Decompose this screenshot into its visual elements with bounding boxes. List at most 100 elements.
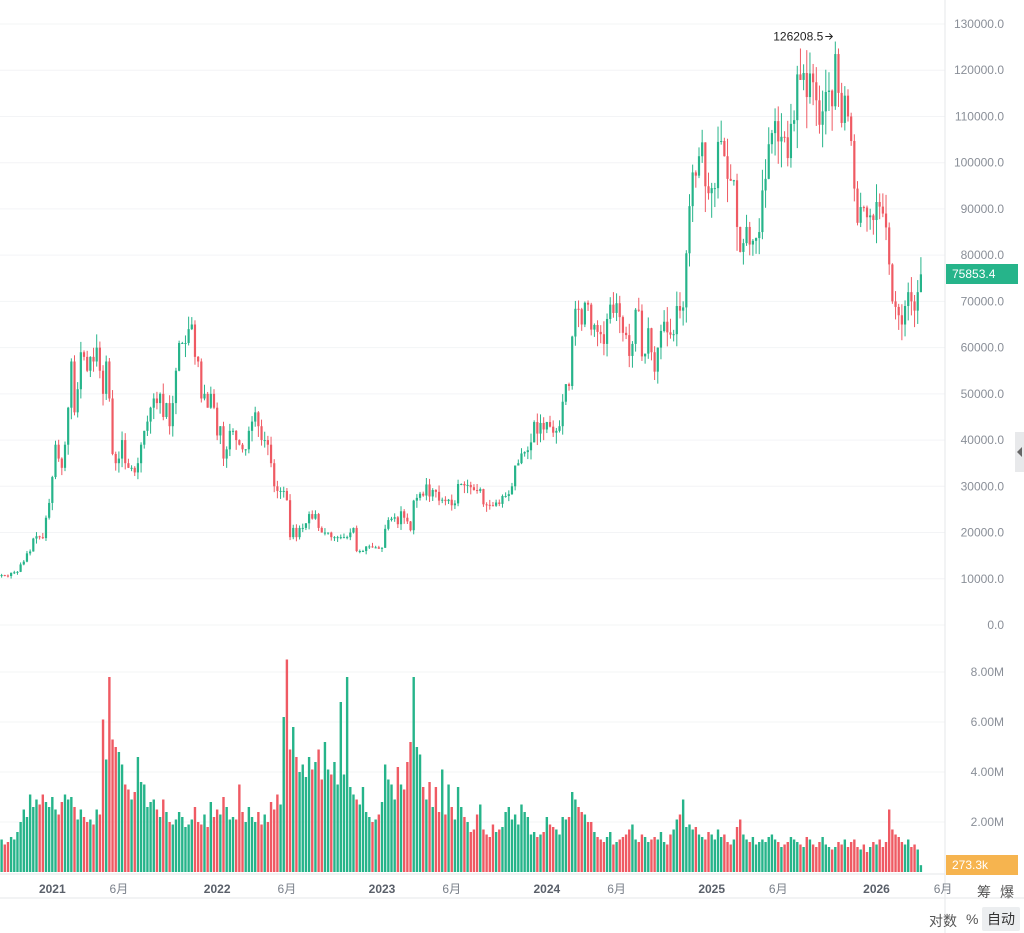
volume-bar <box>399 784 403 872</box>
candle-body <box>726 156 729 179</box>
candle-body <box>862 207 865 209</box>
candle-body <box>73 361 76 413</box>
volume-bar <box>276 794 279 872</box>
volume-bar <box>19 822 22 872</box>
candle-body <box>212 393 216 408</box>
volume-bar <box>9 837 13 872</box>
candle-body <box>872 215 875 221</box>
price-tick-label: 130000.0 <box>954 17 1004 31</box>
date-label: 6月 <box>110 882 129 896</box>
volume-bar <box>196 822 200 872</box>
candle-body <box>618 303 621 318</box>
candle-body <box>403 511 406 518</box>
candle-body <box>358 551 361 553</box>
burst-button[interactable]: 爆 <box>1000 884 1014 900</box>
volume-bar <box>551 827 555 872</box>
candle-body <box>437 491 441 501</box>
volume-bar <box>54 809 57 872</box>
chip-distribution-button[interactable]: 筹 <box>977 884 991 900</box>
volume-bar <box>215 809 219 872</box>
candle-body <box>22 561 25 565</box>
percent-scale-button[interactable]: % <box>966 911 979 927</box>
volume-bar <box>396 767 400 872</box>
candle-body <box>701 142 704 157</box>
candle-body <box>498 502 501 504</box>
volume-bar <box>425 799 428 872</box>
candle-body <box>222 426 225 459</box>
volume-bar <box>662 842 666 872</box>
volume-bar <box>647 842 650 872</box>
candle-body <box>716 141 720 189</box>
volume-bar <box>513 814 517 872</box>
volume-bar <box>735 827 739 872</box>
volume-bar <box>659 832 663 872</box>
candle-body <box>209 393 212 408</box>
volume-bar <box>326 769 330 872</box>
volume-bar <box>865 852 869 872</box>
volume-bar <box>111 739 114 872</box>
volume-bar <box>485 834 488 872</box>
price-tick-label: 60000.0 <box>961 341 1005 355</box>
candle-body <box>349 532 352 538</box>
candle-body <box>225 449 228 459</box>
volume-bar <box>447 784 450 872</box>
candle-body <box>720 140 723 142</box>
volume-bar <box>158 817 162 872</box>
volume-bar <box>723 834 726 872</box>
volume-bar <box>412 677 415 872</box>
candle-body <box>365 546 368 552</box>
candle-body <box>25 553 29 562</box>
volume-bar <box>884 842 888 872</box>
candle-body <box>865 207 869 218</box>
volume-bar <box>105 759 108 872</box>
candle-body <box>86 356 89 371</box>
volume-bar <box>837 842 840 872</box>
volume-bar <box>463 817 466 872</box>
volume-bar <box>358 804 362 872</box>
volume-bar <box>783 844 786 872</box>
ath-label: 126208.5 <box>773 30 823 44</box>
volume-bar <box>891 829 894 872</box>
candle-body <box>67 407 70 445</box>
candle-body <box>501 496 504 504</box>
auto-scale-button[interactable]: 自动 <box>982 907 1020 931</box>
candle-body <box>495 502 498 506</box>
candle-body <box>640 310 644 357</box>
price-tick-label: 90000.0 <box>961 202 1005 216</box>
volume-bar <box>856 847 859 872</box>
candle-body <box>729 178 732 181</box>
volume-bar <box>612 844 615 872</box>
candle-body <box>843 95 846 123</box>
volume-bar <box>133 792 136 872</box>
candle-body <box>193 324 197 357</box>
volume-bar <box>393 799 396 872</box>
log-scale-button[interactable]: 对数 <box>929 913 957 929</box>
date-label: 2022 <box>204 882 231 896</box>
volume-bar <box>409 742 412 872</box>
candle-body <box>612 304 615 313</box>
candle-body <box>812 73 815 83</box>
candle-body <box>434 490 437 492</box>
volume-bar <box>63 794 67 872</box>
volume-bar <box>704 839 707 872</box>
last-price-badge: 75853.4 <box>946 264 1018 284</box>
volume-bar <box>0 839 3 872</box>
candle-body <box>51 477 54 503</box>
candle-body <box>599 331 602 335</box>
candle-body <box>539 422 542 434</box>
candle-body <box>644 353 647 357</box>
candle-body <box>19 564 22 572</box>
volume-bar <box>32 807 35 872</box>
side-panel-toggle[interactable] <box>1015 432 1024 472</box>
candle-body <box>35 536 38 539</box>
volume-bar <box>190 819 193 872</box>
volume-bar <box>415 747 419 872</box>
volume-bar <box>571 792 574 872</box>
candle-body <box>32 538 35 552</box>
candle-body <box>504 496 507 498</box>
volume-bar <box>203 814 206 872</box>
candle-body <box>269 444 273 464</box>
volume-bar <box>368 817 371 872</box>
volume-bar <box>219 814 222 872</box>
